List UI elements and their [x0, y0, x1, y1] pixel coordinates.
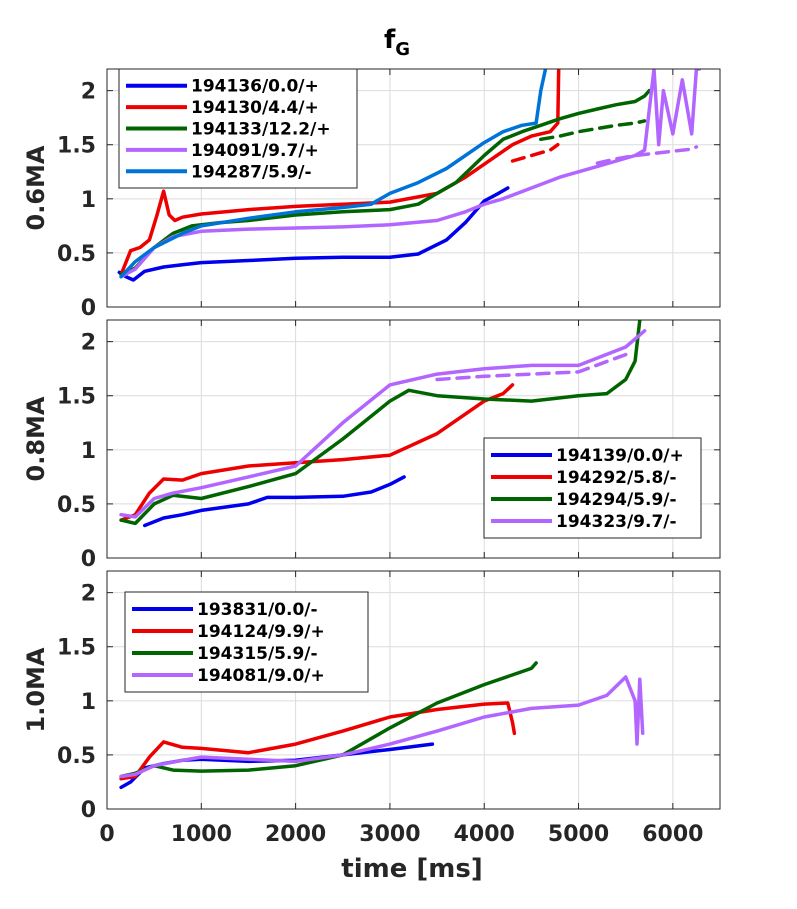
y-tick-label: 2: [81, 331, 96, 356]
series-line-194133-12-2-dashed-: [539, 119, 647, 142]
panel-1: 00.511.520.6MA194136/0.0/+194130/4.4/+19…: [22, 68, 721, 321]
series-line-194287-5-9-: [119, 69, 548, 279]
series-line-194124-9-9-: [119, 701, 517, 781]
title-subscript: G: [395, 39, 410, 60]
legend-label: 193831/0.0/-: [197, 600, 318, 620]
panel-3: 0 0.5 1 1.5 2 0 1000 2000 3000 4000 5000 6000 1.0MA 1…: [22, 570, 721, 847]
y-tick-label: 1: [81, 690, 96, 715]
y-tick-label: 0.5: [57, 493, 96, 518]
legend-entry: 194294/5.9/-: [491, 490, 677, 510]
legend-label: 194315/5.9/-: [197, 644, 318, 664]
x-tick-label: 2000: [265, 822, 326, 847]
x-tick-label: 3000: [359, 822, 420, 847]
title-text: fG: [384, 25, 410, 60]
legend-entry: 194292/5.8/-: [491, 468, 677, 488]
legend-entry: 194130/4.4/+: [126, 98, 319, 118]
y-tick-label: 0: [81, 547, 96, 572]
legend-entry: 194287/5.9/-: [126, 162, 312, 182]
figure-title: fG: [384, 25, 410, 60]
y-tick-label: 1.5: [57, 385, 96, 410]
y-tick-label: 0.5: [57, 744, 96, 769]
legend-entry: 194323/9.7/-: [491, 512, 677, 532]
legend-entry: 194136/0.0/+: [126, 77, 319, 97]
y-tick-label: 0: [81, 296, 96, 321]
series-line-194133-12-2-: [119, 88, 652, 277]
legend-entry: 194315/5.9/-: [132, 644, 318, 664]
y-tick-label: 1.5: [57, 636, 96, 661]
legend-label: 194287/5.9/-: [191, 162, 312, 182]
legend-label: 194139/0.0/+: [556, 446, 684, 466]
legend-entry: 194133/12.2/+: [126, 120, 331, 140]
series-line-194139-0-0-: [142, 475, 406, 528]
legend-entry: 194091/9.7/+: [126, 141, 319, 161]
y-tick-label: 2: [81, 80, 96, 105]
axes-frame: [106, 68, 721, 308]
panel-2: 00.511.520.8MA 194139/0.0/+194292/5.8/-19…: [22, 319, 721, 572]
legend: 194139/0.0/+194292/5.8/-194294/5.9/-1943…: [483, 437, 702, 539]
legend-label: 194294/5.9/-: [556, 490, 677, 510]
legend-label: 194081/9.0/+: [197, 666, 325, 686]
series-line-194130-4-4-: [119, 69, 561, 277]
legend-label: 194133/12.2/+: [191, 120, 331, 140]
x-tick-label: 5000: [548, 822, 609, 847]
x-tick-label: 4000: [454, 822, 515, 847]
series-line-194130-4-4-dashed-: [510, 142, 560, 163]
x-tick-label: 6000: [642, 822, 703, 847]
x-axis-label: time [ms]: [341, 854, 482, 884]
legend-entry: 194124/9.9/+: [132, 622, 325, 642]
legend-entry: 194081/9.0/+: [132, 666, 325, 686]
axes-frame: [106, 570, 721, 810]
series-line-194091-9-7-dashed-: [595, 145, 699, 165]
series-line-194294-5-9-: [119, 320, 642, 526]
series-line-194323-9-7-dashed-: [435, 352, 628, 382]
legend: 193831/0.0/-194124/9.9/+194315/5.9/-1940…: [124, 591, 369, 693]
legend: 194136/0.0/+194130/4.4/+194133/12.2/+194…: [118, 68, 358, 189]
y-axis-label: 0.8MA: [22, 396, 50, 481]
y-tick-label: 1: [81, 188, 96, 213]
series-line-194323-9-7-: [119, 329, 647, 519]
series-line-194292-5-8-: [119, 383, 515, 522]
series-line-194081-9-0-: [119, 675, 645, 779]
x-tick-label: 1000: [171, 822, 232, 847]
series-group: [119, 320, 647, 528]
legend-label: 194124/9.9/+: [197, 622, 325, 642]
axes-frame: [106, 319, 721, 559]
legend-label: 194130/4.4/+: [191, 98, 319, 118]
y-tick-label: 1: [81, 439, 96, 464]
x-tick-label: 0: [99, 822, 114, 847]
legend-label: 194323/9.7/-: [556, 512, 677, 532]
legend-label: 194091/9.7/+: [191, 141, 319, 161]
panels: 00.511.520.6MA194136/0.0/+194130/4.4/+19…: [22, 68, 721, 847]
y-tick-label: 0.5: [57, 242, 96, 267]
y-tick-label: 1.5: [57, 134, 96, 159]
y-tick-label: 2: [81, 582, 96, 607]
series-group: [119, 661, 645, 790]
y-axis-label: 0.6MA: [22, 145, 50, 230]
y-axis-label: 1.0MA: [22, 647, 50, 732]
legend-label: 194136/0.0/+: [191, 77, 319, 97]
series-line-194091-9-7-: [119, 69, 702, 279]
title-main: f: [384, 25, 396, 55]
legend-label: 194292/5.8/-: [556, 468, 677, 488]
series-group: [117, 69, 702, 282]
legend-entry: 194139/0.0/+: [491, 446, 684, 466]
series-line-194136-0-0-: [117, 186, 510, 282]
legend-entry: 193831/0.0/-: [132, 600, 318, 620]
y-tick-label: 0: [81, 798, 96, 823]
